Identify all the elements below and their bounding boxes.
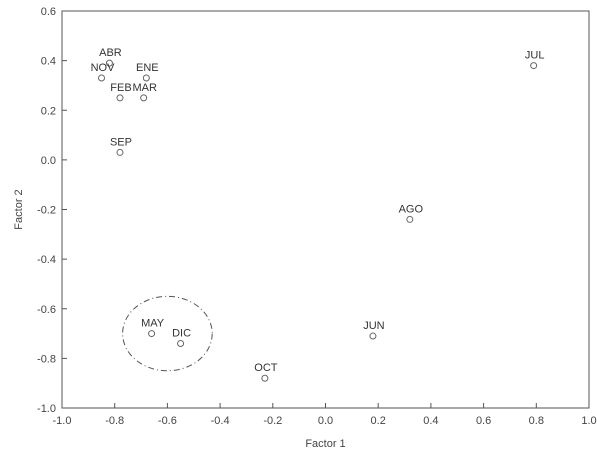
point-label-feb: FEB bbox=[110, 82, 131, 94]
point-label-jul: JUL bbox=[525, 50, 545, 62]
data-point-ene bbox=[142, 74, 150, 82]
x-tick-label: -0.8 bbox=[105, 415, 124, 427]
x-tick-label: -0.2 bbox=[263, 415, 282, 427]
point-label-jun: JUN bbox=[363, 320, 384, 332]
data-point-sep bbox=[116, 148, 124, 156]
y-tick-label: 0.6 bbox=[41, 6, 56, 18]
point-label-mar: MAR bbox=[132, 82, 157, 94]
data-point-may bbox=[148, 330, 156, 338]
y-axis-label: Factor 2 bbox=[13, 189, 25, 229]
y-tick-label: 0.2 bbox=[41, 105, 56, 117]
data-point-ago bbox=[406, 215, 414, 223]
point-label-ene: ENE bbox=[136, 62, 159, 74]
data-point-oct bbox=[261, 374, 269, 382]
data-point-feb bbox=[116, 94, 124, 102]
x-tick-label: 0.4 bbox=[423, 415, 438, 427]
y-tick-label: 0.0 bbox=[41, 155, 56, 167]
data-point-jul bbox=[530, 62, 538, 70]
y-tick-label: -0.4 bbox=[37, 254, 56, 266]
x-tick-label: -0.6 bbox=[158, 415, 177, 427]
cluster-ellipse bbox=[122, 295, 213, 372]
x-tick-label: 0.2 bbox=[371, 415, 386, 427]
y-tick-label: -0.8 bbox=[37, 353, 56, 365]
data-point-jun bbox=[369, 332, 377, 340]
point-label-oct: OCT bbox=[254, 362, 278, 374]
x-tick-label: 1.0 bbox=[581, 415, 596, 427]
point-label-abr: ABR bbox=[99, 47, 122, 59]
x-tick-label: -1.0 bbox=[53, 415, 72, 427]
y-tick-label: -1.0 bbox=[37, 403, 56, 415]
point-group: ABR NOV ENE FEB MAR SEP JUL AGO MAY DIC JUN OCT bbox=[91, 47, 545, 382]
data-point-nov bbox=[98, 74, 106, 82]
point-label-sep: SEP bbox=[110, 136, 132, 148]
data-point-abr bbox=[105, 59, 113, 67]
x-tick-label: 0.0 bbox=[318, 415, 333, 427]
x-tick-label: 0.8 bbox=[529, 415, 544, 427]
x-tick-label: 0.6 bbox=[476, 415, 491, 427]
data-point-mar bbox=[140, 94, 148, 102]
tick-group: -1.0 -0.8 -0.6 -0.4 -0.2 0.0 0.2 0.4 0.6 0.8 1.0 -1… bbox=[37, 6, 597, 427]
y-tick-label: -0.6 bbox=[37, 304, 56, 316]
data-point-dic bbox=[177, 339, 185, 347]
y-tick-label: -0.2 bbox=[37, 205, 56, 217]
point-label-dic: DIC bbox=[172, 327, 191, 339]
point-label-nov: NOV bbox=[91, 62, 116, 74]
x-axis-label: Factor 1 bbox=[305, 438, 345, 450]
point-label-ago: AGO bbox=[399, 203, 424, 215]
x-tick-label: -0.4 bbox=[211, 415, 230, 427]
y-tick-label: 0.4 bbox=[41, 56, 56, 68]
annotation-group bbox=[122, 295, 213, 372]
point-label-may: MAY bbox=[141, 318, 165, 330]
